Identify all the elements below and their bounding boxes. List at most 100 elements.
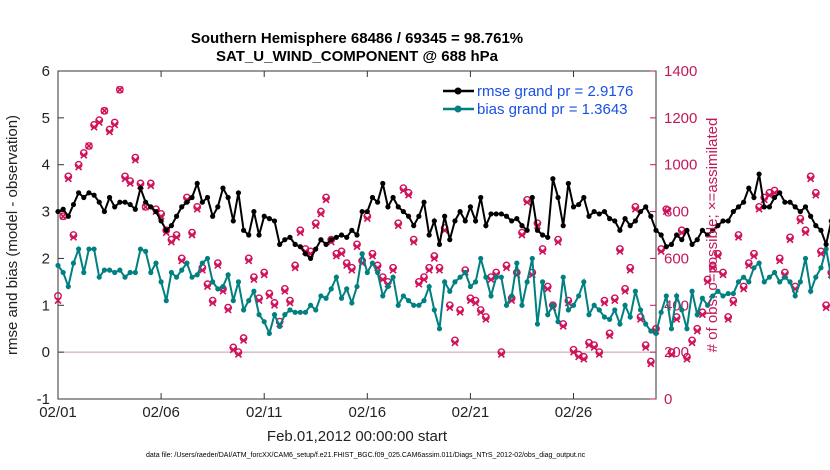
rmse-point [808, 213, 814, 219]
bias-point [199, 260, 205, 266]
bias-point [617, 321, 623, 327]
rmse-point [519, 223, 525, 229]
rmse-point [637, 208, 644, 215]
bias-point [560, 274, 566, 280]
rmse-point [663, 244, 669, 250]
rmse-point [179, 204, 185, 210]
obs-assimilated-point [631, 205, 639, 213]
y-tick-label: 1 [42, 297, 50, 314]
rmse-point [782, 199, 788, 205]
rmse-point [648, 213, 654, 219]
obs-assimilated-point [59, 212, 67, 220]
rmse-point [674, 232, 680, 238]
bias-point [117, 267, 123, 273]
rmse-point [282, 237, 288, 243]
rmse-point [643, 204, 649, 210]
rmse-point [271, 218, 278, 224]
bias-point [127, 269, 133, 276]
y-tick-label: 0 [42, 344, 50, 361]
bias-point [472, 279, 479, 285]
rmse-point [122, 199, 128, 205]
bias-point [338, 295, 345, 301]
bias-point [601, 314, 608, 320]
bias-point [76, 246, 82, 252]
rmse-point [369, 194, 376, 201]
bias-point [369, 260, 376, 266]
obs-assimilated-point [647, 360, 655, 368]
bias-point [148, 269, 154, 276]
obs-assimilated-point [709, 264, 717, 272]
obs-assimilated-point [477, 308, 485, 316]
y-tick-label: -1 [37, 391, 50, 408]
rmse-point [405, 213, 412, 219]
x-tick-label: 02/16 [349, 404, 387, 421]
bias-point [684, 326, 690, 332]
rmse-line [57, 173, 830, 260]
bias-point [261, 319, 267, 325]
rmse-point [194, 180, 200, 187]
bias-point [282, 312, 288, 318]
bias-point [436, 326, 443, 332]
rmse-point [529, 194, 535, 201]
obs-assimilated-point [575, 353, 583, 361]
bias-point [344, 286, 350, 292]
rmse-point [813, 223, 819, 229]
rmse-point [204, 194, 211, 201]
rmse-point [385, 204, 391, 210]
obs-assimilated-point [281, 287, 289, 295]
obs-assimilated-point [472, 299, 480, 307]
obs-assimilated-point [240, 336, 248, 344]
bias-point [194, 272, 200, 278]
obs-assimilated-point [719, 271, 727, 279]
bias-point [766, 274, 773, 280]
rmse-point [277, 241, 283, 247]
obs-assimilated-point [54, 297, 62, 305]
rmse-point [313, 246, 319, 252]
bias-point [818, 265, 824, 271]
obs-assimilated-point [559, 322, 567, 330]
obs-assimilated-point [523, 198, 531, 206]
rmse-point [442, 213, 448, 219]
rmse-point [447, 237, 453, 243]
rmse-point [416, 213, 422, 219]
obs-assimilated-point [353, 243, 361, 251]
bias-point [514, 260, 520, 266]
bias-point [240, 307, 247, 313]
bias-point [380, 293, 386, 299]
bias-point [586, 312, 592, 318]
obs-assimilated-point [389, 266, 397, 274]
obs-assimilated-point [224, 306, 232, 314]
rmse-point [225, 194, 231, 201]
obs-assimilated-point [703, 278, 712, 286]
obs-assimilated-point [209, 299, 217, 307]
bias-point [400, 293, 406, 299]
rmse-point [539, 232, 546, 238]
bias-point [292, 309, 298, 315]
rmse-point [137, 185, 144, 191]
obs-assimilated-point [430, 254, 438, 262]
rmse-point [338, 232, 345, 238]
obs-assimilated-point [332, 252, 340, 260]
rmse-point [617, 227, 623, 233]
rmse-point [699, 227, 705, 233]
rmse-point [622, 216, 628, 222]
obs-assimilated-point [693, 327, 701, 335]
bias-point [364, 269, 370, 276]
rmse-point [797, 208, 803, 215]
bias-point [746, 279, 752, 285]
obs-assimilated-point [214, 261, 222, 270]
bias-point [653, 330, 659, 336]
bias-point [689, 288, 695, 294]
rmse-point [720, 218, 726, 224]
rmse-point [246, 232, 252, 238]
rmse-point [184, 199, 190, 205]
bias-point [519, 302, 525, 308]
rmse-point [210, 213, 216, 219]
bias-point [648, 328, 654, 334]
obs-assimilated-point [662, 208, 670, 216]
rmse-point [318, 237, 324, 243]
rmse-point [524, 227, 530, 233]
x-tick-label: 02/21 [452, 404, 490, 421]
bias-point [184, 260, 190, 266]
